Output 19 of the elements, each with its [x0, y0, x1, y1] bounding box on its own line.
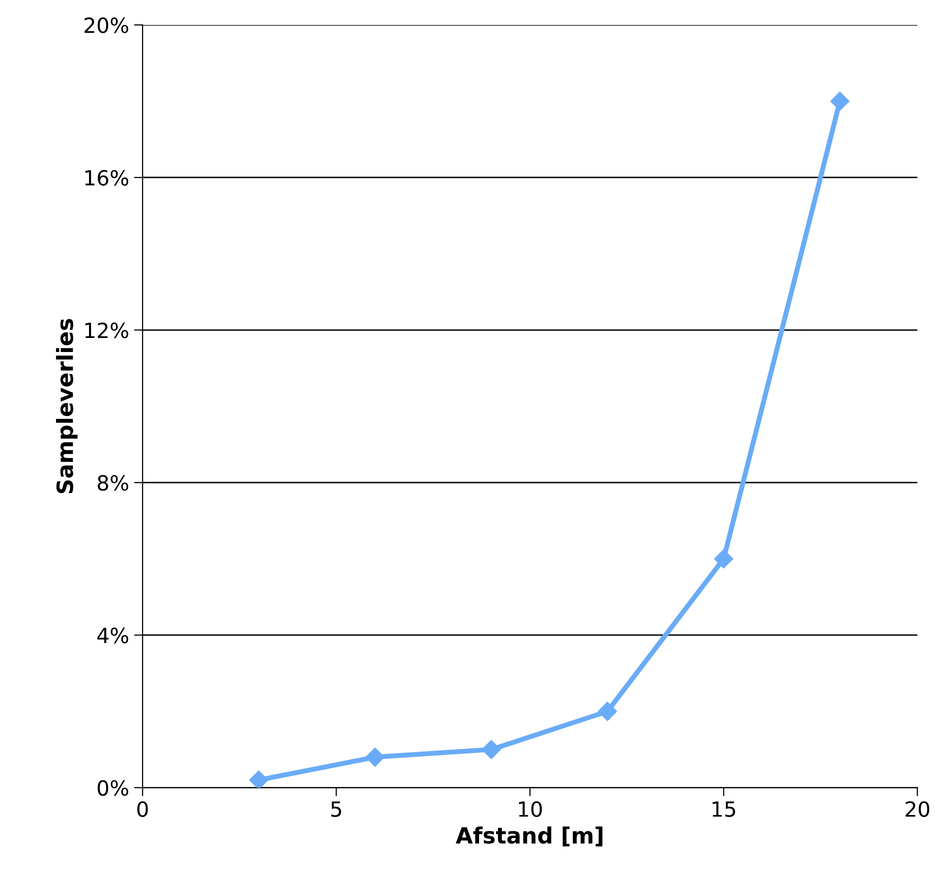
- x-tick-label: 10: [519, 801, 542, 817]
- x-tick-label: 20: [906, 801, 930, 817]
- x-tick-label: 0: [137, 801, 148, 817]
- point: [249, 770, 268, 788]
- point: [830, 92, 850, 111]
- point: [482, 740, 501, 760]
- y-tick-label: 8%: [98, 475, 128, 491]
- y-axis-title: Sampleverlies: [56, 318, 78, 494]
- x-axis-title: Afstand [m]: [456, 826, 602, 846]
- point: [714, 549, 734, 568]
- y-tick-label: 20%: [84, 17, 128, 34]
- y-tick-label: 12%: [85, 322, 128, 338]
- y-tick-label: 0%: [98, 780, 128, 796]
- x-tick-label: 5: [331, 801, 342, 817]
- x-tick-label: 15: [712, 801, 736, 817]
- y-tick-label: 16%: [85, 170, 128, 186]
- y-tick-label: 4%: [97, 628, 128, 644]
- point: [598, 702, 617, 721]
- point: [365, 748, 385, 767]
